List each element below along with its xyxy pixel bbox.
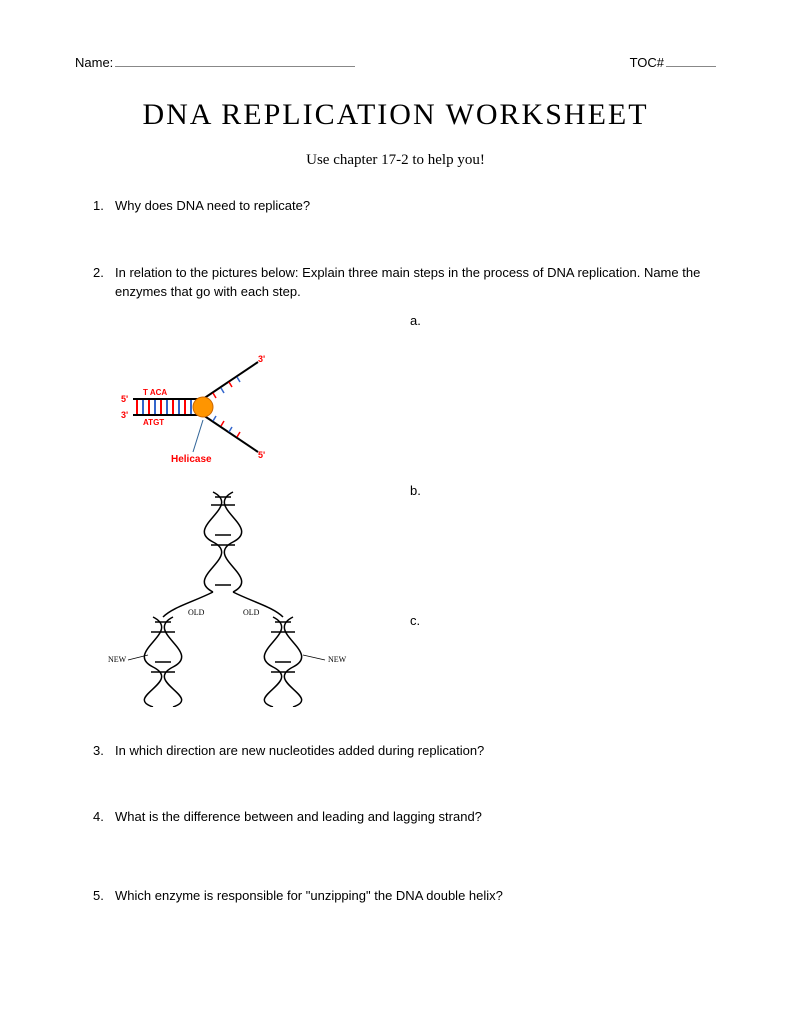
name-field[interactable]: Name: [75, 55, 355, 70]
d2-old-left: OLD [188, 608, 205, 617]
d1-enzyme-label: Helicase [171, 454, 212, 465]
q-num: 5. [93, 887, 115, 906]
d1-3prime-top: 3' [258, 354, 265, 364]
d1-5prime-top: 5' [121, 394, 128, 404]
header-row: Name: TOC# [75, 55, 716, 70]
question-1: 1. Why does DNA need to replicate? [75, 197, 716, 216]
d2-new-right: NEW [328, 655, 347, 664]
questions-list: 1. Why does DNA need to replicate? 2. In… [75, 197, 716, 906]
q-text: What is the difference between and leadi… [115, 808, 716, 827]
worksheet-page: Name: TOC# DNA REPLICATION WORKSHEET Use… [0, 0, 791, 1024]
dna-split-diagram-icon: OLD OLD NEW NEW [103, 487, 363, 707]
q-text: Which enzyme is responsible for "unzippi… [115, 887, 716, 906]
q-text: In which direction are new nucleotides a… [115, 742, 716, 761]
name-label: Name: [75, 55, 113, 70]
d2-new-left: NEW [108, 655, 127, 664]
q-text: Why does DNA need to replicate? [115, 197, 716, 216]
worksheet-title: DNA REPLICATION WORKSHEET [75, 98, 716, 132]
toc-blank-line[interactable] [666, 66, 716, 67]
sublabel-c: c. [410, 612, 420, 631]
helicase-diagram-icon: 5' 3' 3' 5' T ACA ATGT Helicase [103, 352, 323, 472]
q-num: 1. [93, 197, 115, 216]
d1-top-seq: T ACA [143, 388, 167, 397]
diagram-area: a. b. c. [75, 312, 716, 712]
d2-old-right: OLD [243, 608, 260, 617]
d1-3prime-bottom: 3' [121, 410, 128, 420]
q-num: 3. [93, 742, 115, 761]
d1-5prime-bottom: 5' [258, 450, 265, 460]
sublabel-a: a. [410, 312, 421, 331]
q-num: 4. [93, 808, 115, 827]
q-text: In relation to the pictures below: Expla… [115, 264, 716, 302]
question-5: 5. Which enzyme is responsible for "unzi… [75, 887, 716, 906]
question-2: 2. In relation to the pictures below: Ex… [75, 264, 716, 302]
sublabel-b: b. [410, 482, 421, 501]
q-num: 2. [93, 264, 115, 302]
toc-label: TOC# [630, 55, 664, 70]
question-4: 4. What is the difference between and le… [75, 808, 716, 827]
worksheet-subtitle: Use chapter 17-2 to help you! [75, 152, 716, 169]
name-blank-line[interactable] [115, 66, 355, 67]
question-3: 3. In which direction are new nucleotide… [75, 742, 716, 761]
d1-bottom-seq: ATGT [143, 418, 164, 427]
toc-field[interactable]: TOC# [630, 55, 716, 70]
